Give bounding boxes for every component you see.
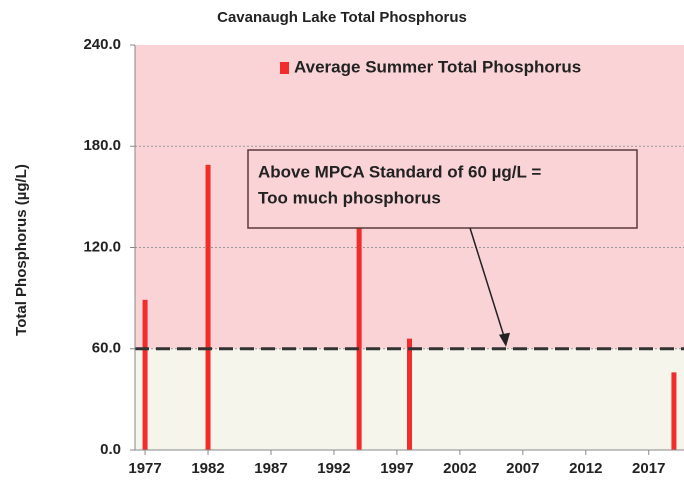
x-tick-label: 2002 xyxy=(443,460,476,477)
x-tick-label: 2007 xyxy=(506,460,539,477)
y-tick-label: 60.0 xyxy=(92,340,121,357)
bar xyxy=(356,222,362,450)
annotation-arrow xyxy=(469,227,507,343)
y-tick-label: 120.0 xyxy=(83,238,121,255)
annotation-box xyxy=(247,149,638,229)
x-tick-label: 1982 xyxy=(191,460,224,477)
annotation-text: Above MPCA Standard of 60 µg/L = xyxy=(258,162,541,181)
x-tick-label: 1977 xyxy=(128,460,161,477)
y-tick-label: 180.0 xyxy=(83,137,121,154)
y-axis-label: Total Phosphorus (µg/L) xyxy=(13,164,30,336)
y-tick-label: 0.0 xyxy=(100,441,121,458)
x-tick-label: 1992 xyxy=(317,460,350,477)
annotation-arrowhead xyxy=(499,332,510,347)
bar xyxy=(205,164,211,450)
x-tick-label: 1987 xyxy=(254,460,287,477)
bar xyxy=(407,338,412,450)
legend-swatch xyxy=(280,62,289,74)
chart-title: Cavanaugh Lake Total Phosphorus xyxy=(217,9,467,26)
bar xyxy=(142,299,148,450)
x-tick-label: 1997 xyxy=(380,460,413,477)
bar xyxy=(671,372,677,450)
x-tick-label: 2017 xyxy=(632,460,665,477)
y-tick-label: 240.0 xyxy=(83,36,121,53)
annotation-text: Too much phosphorus xyxy=(258,188,441,207)
legend-label: Average Summer Total Phosphorus xyxy=(294,57,581,76)
x-tick-label: 2012 xyxy=(569,460,602,477)
